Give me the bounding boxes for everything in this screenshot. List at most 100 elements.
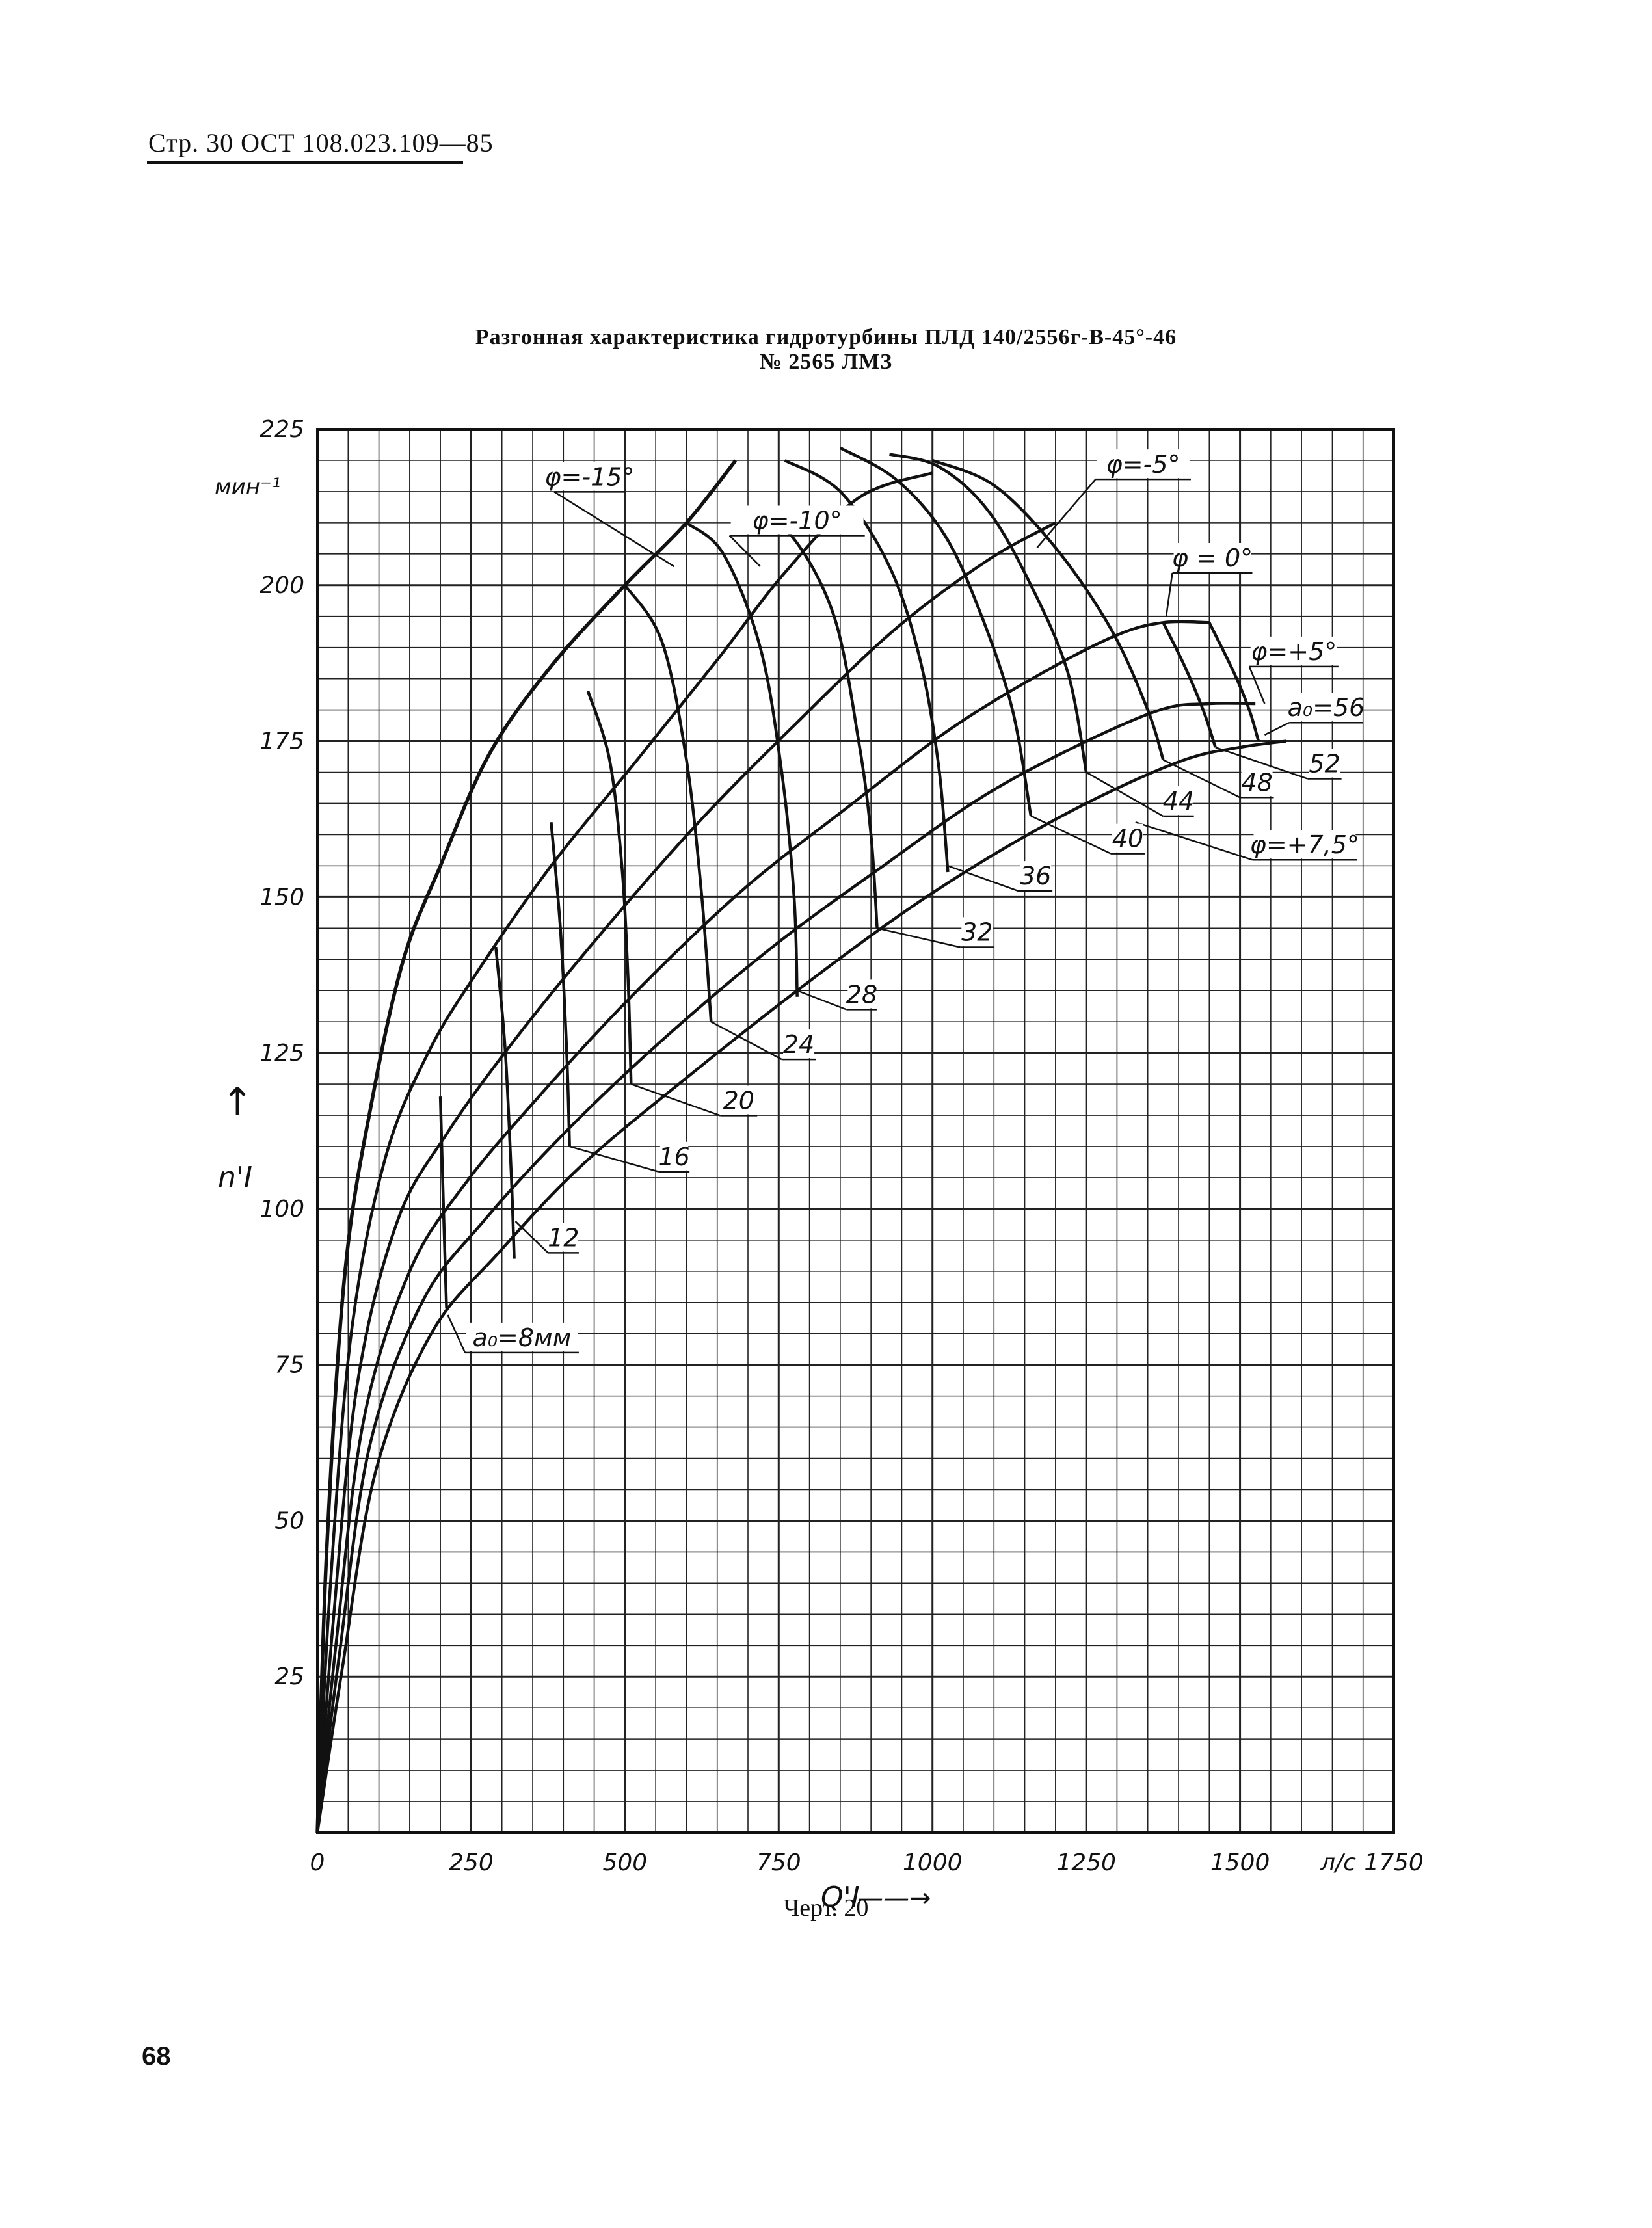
page-number: 68 [142,2042,171,2071]
annotation-phi-minus5: φ=-5° [1106,450,1180,479]
blade-angle-curve [315,702,1256,1833]
annotation-lbl-28: 28 [846,980,877,1009]
plot-frame [316,428,1395,1834]
y-tick-label: 225 [260,416,304,443]
chart-title-line2: № 2565 ЛМЗ [759,350,893,374]
annotation-lbl-44: 44 [1163,787,1194,816]
annotation-lbl-52: 52 [1309,750,1340,778]
annotation-lbl-32: 32 [961,918,993,946]
label-background [1290,693,1362,722]
opening-curve [624,584,713,1022]
x-tick-label: 250 [449,1850,494,1876]
label-background [1020,861,1052,890]
leader-line [710,1021,782,1061]
leader-line [1165,572,1173,617]
leader-line [1135,821,1253,861]
label-background [1309,749,1340,778]
annotation-lbl-36: 36 [1020,862,1051,890]
label-background [466,1322,578,1351]
y-tick-label: 200 [260,572,304,599]
leader-line [1030,815,1112,855]
label-background [1241,767,1273,797]
y-tick-label: 125 [260,1040,304,1067]
annotation-lbl-40: 40 [1112,825,1143,853]
opening-curve [586,691,633,1085]
annotation-lbl-48: 48 [1241,768,1272,797]
annotation-lbl-16: 16 [658,1143,689,1171]
label-background [961,917,993,946]
blade-angle-curve [315,471,933,1833]
annotation-phi-plus5: φ=+5° [1251,637,1337,666]
x-tick-label: 1750 [1364,1850,1424,1876]
label-background [1112,823,1143,853]
label-background [1173,543,1251,572]
opening-curve [931,458,1165,760]
leader-line [797,990,847,1011]
leader-line [877,927,961,948]
label-background [783,1029,815,1059]
leader-line [553,491,675,568]
leader-line [1264,722,1290,736]
label-background [847,979,876,1009]
annotation-a0-56: a₀=56 [1288,693,1365,722]
label-background [549,1223,578,1252]
label-background [721,1085,756,1115]
leader-line [947,865,1019,892]
leader-line [569,1145,659,1173]
leader-line [1248,666,1266,704]
y-tick-label: 100 [260,1196,304,1223]
label-background [730,505,864,535]
blade-angle-curve [315,739,1286,1833]
leader-line [1086,771,1164,817]
annotation-phi-0: φ = 0° [1172,544,1253,572]
x-tick-label: 500 [602,1850,647,1876]
annotation-phi-minus10: φ=-10° [753,506,842,535]
opening-curve [494,946,516,1259]
blade-angle-curve [315,620,1210,1833]
y-axis-arrow: ↑ [221,1080,254,1125]
opening-curve [685,522,799,997]
curves [315,446,1286,1833]
opening-curve [550,822,571,1147]
opening-curve [839,446,1033,816]
annotation-lbl-20: 20 [723,1086,754,1115]
leader-line [514,1221,549,1254]
opening-curve [784,459,950,873]
grid [316,428,1395,1834]
label-background [659,1141,689,1171]
y-tick-label: 50 [274,1507,304,1534]
chart-title-line1: Разгонная характеристика гидротурбины ПЛ… [475,325,1177,349]
annotation-a0-8: a₀=8мм [473,1323,572,1352]
opening-curve [1162,622,1217,748]
leader-line [1162,759,1241,799]
annotation-phi-plus7-5: φ=+7,5° [1250,830,1359,859]
blade-angle-curve [315,521,1056,1833]
leader-line [447,1314,466,1353]
header-rule [147,161,463,164]
x-tick-label: 1500 [1210,1850,1270,1876]
page-header: Стр. 30 ОСТ 108.023.109—85 [148,128,494,157]
x-tick-label: 1000 [903,1850,963,1876]
label-background [1097,449,1190,479]
y-tick-label: 75 [274,1352,304,1379]
label-background [555,462,624,491]
x-tick-label: 750 [756,1850,801,1876]
opening-curve [888,453,1088,773]
label-background [1253,830,1356,859]
labels: 0 250 500 750 1000 1250 1500 1750 25 50 75 100 125 15… [215,416,1424,1914]
y-tick-label: 150 [260,884,304,910]
leader-line [630,1083,721,1117]
x-tick-label: 1250 [1056,1850,1116,1876]
y-axis-name: n'I [218,1161,252,1194]
x-axis-unit: л/с [1320,1850,1356,1876]
leader-line [728,535,761,567]
opening-curve [1208,622,1260,742]
annotation-lbl-24: 24 [783,1030,814,1059]
y-tick-label: 175 [260,728,304,755]
y-tick-label: 25 [274,1664,304,1690]
label-leaders [447,478,1363,1354]
label-background [1164,786,1193,816]
x-axis-arrow: ——→ [857,1883,931,1913]
leader-line [1215,746,1309,780]
annotation-phi-minus15: φ=-15° [544,462,634,491]
